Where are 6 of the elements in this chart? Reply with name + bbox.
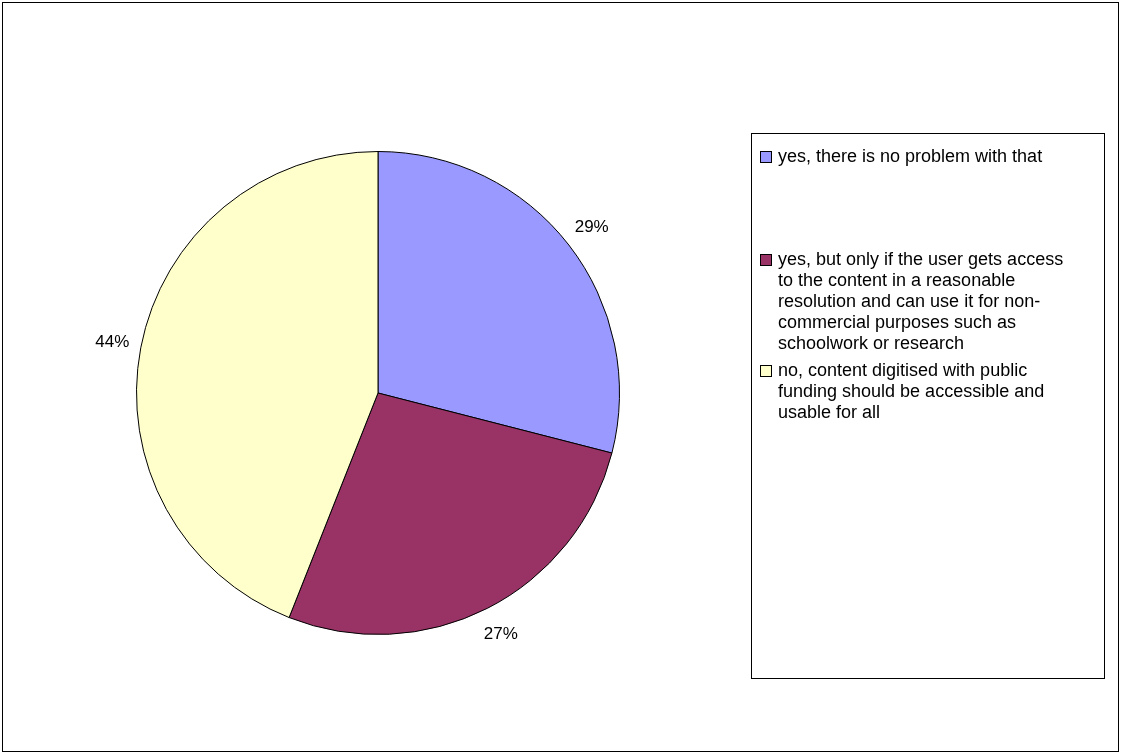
legend-label: yes, there is no problem with that (778, 146, 1043, 167)
legend-label: yes, but only if the user gets access to the content in a reasonable resolution and can use it for non-commercial purposes such as schoolwork or research (778, 249, 1065, 354)
legend-label: no, content digitised with public funding should be accessible and usable for all (778, 360, 1046, 423)
data-label: 44% (95, 332, 130, 351)
data-label: 27% (483, 623, 518, 643)
data-label: 29% (574, 216, 609, 236)
